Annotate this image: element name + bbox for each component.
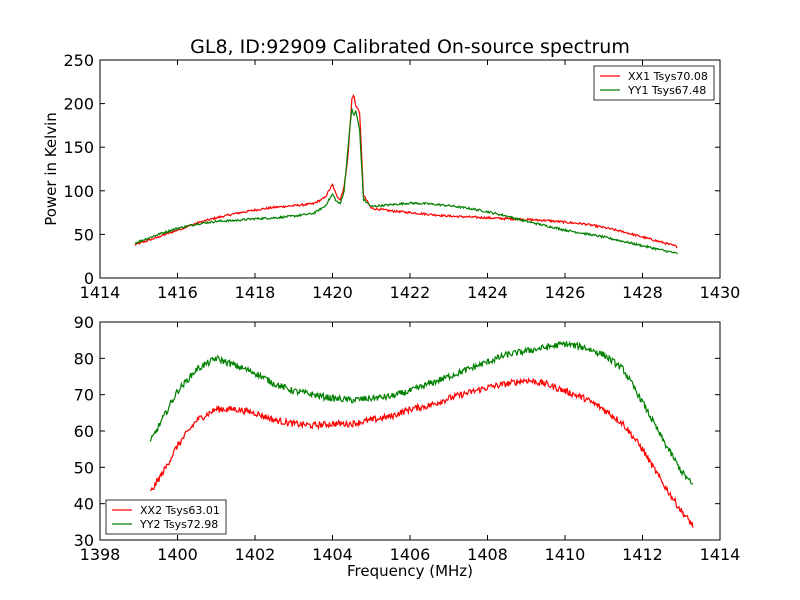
- series-line-2: [149, 340, 694, 485]
- x-tick-label: 1426: [545, 283, 586, 302]
- x-tick-label: 1408: [467, 545, 508, 564]
- series-group: [149, 340, 694, 528]
- x-tick-label: 1412: [622, 545, 663, 564]
- bottom-spectrum-panel: 1398 1400 1402 1404 1406 1408 1410 1412 1414 30 40…: [74, 313, 741, 580]
- legend-label: XX1 Tsys70.08: [628, 70, 708, 83]
- top-spectrum-panel: 1414 1416 1418 1420 1422 1424 1426 1428 1430 0 50 1…: [42, 51, 740, 302]
- legend-label: YY1 Tsys67.48: [627, 84, 706, 97]
- y-axis-label: Power in Kelvin: [42, 112, 60, 226]
- x-tick-label: 1422: [390, 283, 431, 302]
- series-line-2: [134, 108, 678, 255]
- x-tick-label: 1430: [700, 283, 741, 302]
- x-tick-label: 1404: [312, 545, 353, 564]
- series-line-1: [149, 377, 694, 528]
- x-tick-label: 1414: [700, 545, 741, 564]
- y-tick-label: 80: [74, 349, 94, 368]
- y-tick-label: 200: [63, 95, 94, 114]
- legend-label: XX2 Tsys63.01: [140, 504, 220, 517]
- x-tick-label: 1410: [545, 545, 586, 564]
- x-tick-label: 1398: [80, 545, 121, 564]
- y-tick-label: 70: [74, 386, 94, 405]
- x-tick-label: 1428: [622, 283, 663, 302]
- x-tick-label: 1424: [467, 283, 508, 302]
- x-tick-label: 1416: [157, 283, 198, 302]
- x-tick-label: 1418: [235, 283, 276, 302]
- y-tick-label: 60: [74, 422, 94, 441]
- y-tick-label: 50: [74, 458, 94, 477]
- x-tick-label: 1414: [80, 283, 121, 302]
- figure-title: GL8, ID:92909 Calibrated On-source spect…: [190, 36, 630, 58]
- x-tick-label: 1420: [312, 283, 353, 302]
- x-tick-label: 1406: [390, 545, 431, 564]
- y-tick-label: 50: [74, 225, 94, 244]
- x-tick-label: 1400: [157, 545, 198, 564]
- y-tick-label: 90: [74, 313, 94, 332]
- x-tick-label: 1402: [235, 545, 276, 564]
- y-tick-label: 40: [74, 495, 94, 514]
- y-tick-label: 250: [63, 51, 94, 70]
- legend-box: [105, 499, 227, 535]
- x-axis-label: Frequency (MHz): [347, 562, 473, 580]
- legend-label: YY2 Tsys72.98: [139, 518, 218, 531]
- y-tick-label: 30: [74, 531, 94, 550]
- y-tick-label: 150: [63, 138, 94, 157]
- series-group: [134, 94, 678, 255]
- y-tick-label: 100: [63, 182, 94, 201]
- y-tick-label: 0: [84, 269, 94, 288]
- series-line-1: [134, 94, 678, 249]
- legend-box: [593, 65, 715, 101]
